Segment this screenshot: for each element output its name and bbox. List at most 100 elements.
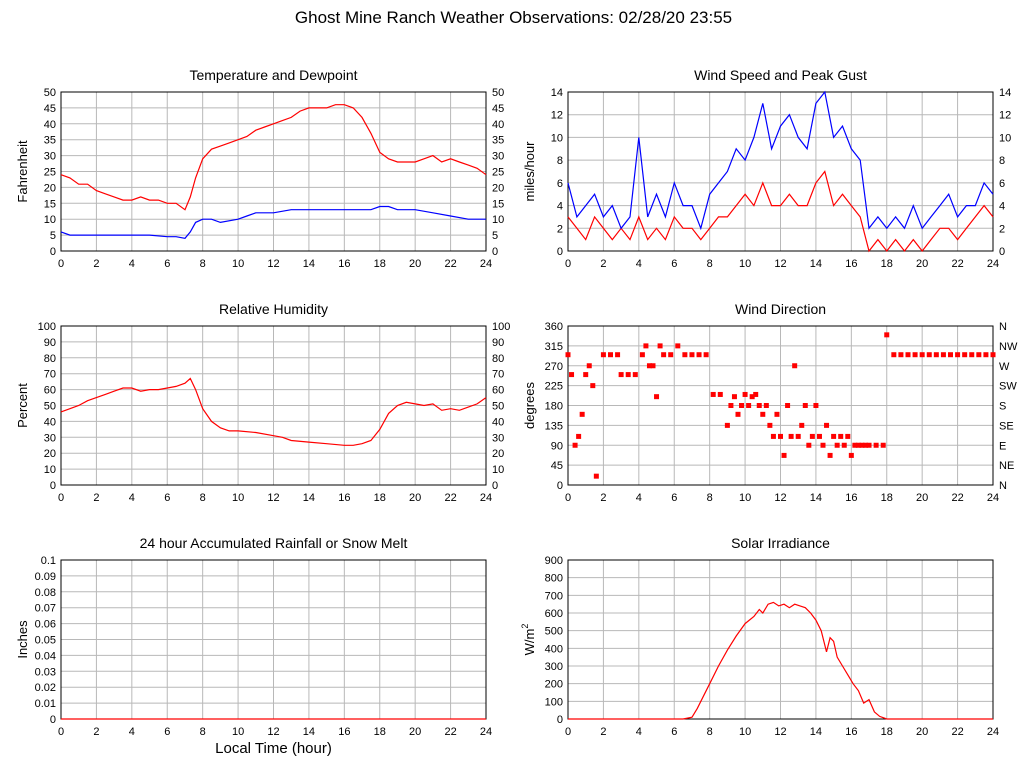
x-tick-label: 16 [845,726,857,738]
page-title: Ghost Mine Ranch Weather Observations: 0… [294,8,733,27]
y-tick-label: 10 [44,464,56,476]
x-tick-label: 16 [338,492,350,504]
data-point [763,403,769,408]
data-point [742,391,748,397]
right-tick-label: 80 [492,353,504,365]
series-line-1 [60,104,487,211]
data-point [813,403,819,408]
series-line-2 [60,205,486,239]
y-tick-label: 500 [545,626,563,638]
right-tick-label: 14 [999,87,1011,99]
y-tick-label: 10 [551,132,563,144]
x-tick-label: 14 [810,726,822,738]
right-tick-label: 0 [492,480,498,492]
x-tick-label: 16 [845,258,857,270]
right-tick-label: N [999,321,1007,333]
data-point [919,352,925,358]
y-tick-label: 90 [44,337,56,349]
y-tick-label: 0.06 [35,619,56,631]
right-tick-label: 30 [492,432,504,444]
chart-title: Wind Direction [735,301,826,317]
right-tick-label: 20 [492,182,504,194]
x-tick-label: 20 [916,492,928,504]
x-tick-label: 8 [707,258,713,270]
x-tick-label: 22 [444,258,456,270]
x-tick-label: 16 [338,726,350,738]
data-point [689,352,695,358]
data-point [820,442,826,448]
data-point [898,352,904,358]
y-tick-label: 400 [545,643,563,655]
x-tick-label: 14 [303,492,315,504]
data-point [781,452,787,458]
y-tick-label: 0.09 [35,571,56,583]
plot-frame [60,91,487,252]
x-tick-label: 4 [636,492,642,504]
x-tick-label: 12 [267,258,279,270]
right-tick-label: 60 [492,385,504,397]
y-tick-label: 30 [44,432,56,444]
x-tick-label: 0 [58,492,64,504]
y-tick-label: 0 [557,246,563,258]
data-point [799,422,805,428]
y-tick-label: 5 [50,230,56,242]
x-tick-label: 0 [565,258,571,270]
data-point [940,352,946,358]
data-point [710,391,716,397]
data-point [824,422,830,428]
x-tick-label: 10 [739,492,751,504]
y-tick-label: 0.03 [35,666,56,678]
x-tick-label: 2 [93,726,99,738]
data-point [802,403,808,408]
chart-title: Solar Irradiance [731,535,830,551]
y-tick-label: 360 [545,321,563,333]
y-tick-label: 45 [44,103,56,115]
data-point [760,411,766,417]
y-tick-label: 0.05 [35,635,56,647]
data-point [834,442,840,448]
data-point [586,363,592,369]
series-line-1 [567,170,994,253]
x-tick-label: 20 [409,258,421,270]
right-tick-label: 4 [999,201,1005,213]
data-point [749,394,755,400]
data-point [912,352,918,358]
x-tick-label: 24 [987,726,999,738]
y-tick-label: 0 [557,714,563,726]
y-tick-label: 35 [44,135,56,147]
right-tick-label: 25 [492,167,504,179]
data-point [608,352,613,358]
data-point [643,343,649,349]
right-tick-label: 0 [999,246,1005,258]
data-point [841,442,847,448]
data-point [770,433,776,439]
x-tick-label: 4 [129,726,135,738]
x-tick-label: 14 [810,492,822,504]
x-tick-label: 24 [987,492,999,504]
right-tick-label: 2 [999,223,1005,235]
x-tick-label: 20 [916,726,928,738]
data-point [983,352,989,358]
x-tick-label: 0 [565,492,571,504]
x-tick-label: 2 [600,258,606,270]
y-tick-label: 40 [44,416,56,428]
x-tick-label: 14 [303,258,315,270]
data-point [778,433,783,439]
y-tick-label: 20 [44,448,56,460]
right-tick-label: 30 [492,151,504,163]
data-point [990,352,996,358]
right-tick-label: E [999,440,1006,452]
data-point [753,391,759,397]
chart-title: Wind Speed and Peak Gust [694,67,867,83]
y-tick-label: 0 [50,714,56,726]
chart-title: Relative Humidity [219,301,328,317]
right-tick-label: 70 [492,369,504,381]
x-tick-label: 6 [164,258,170,270]
y-tick-label: 30 [44,151,56,163]
y-tick-label: 10 [44,214,56,226]
x-tick-label: 12 [267,492,279,504]
